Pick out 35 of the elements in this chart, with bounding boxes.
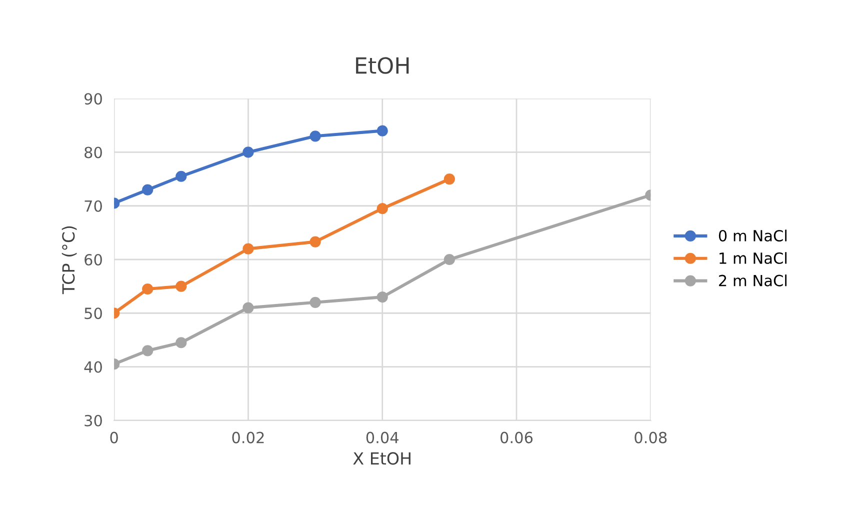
x-tick-label: 0.04 <box>366 432 399 444</box>
point <box>242 243 254 254</box>
point <box>444 174 455 185</box>
legend-label: 1 m NaCl <box>720 252 786 264</box>
y-axis-title: TCP (°C) <box>62 226 77 294</box>
legend-label: 2 m NaCl <box>719 274 786 286</box>
point <box>242 146 254 158</box>
point <box>310 130 321 142</box>
y-tick-label: 80 <box>84 146 102 158</box>
point <box>142 345 154 356</box>
point <box>142 283 154 295</box>
point <box>376 125 388 136</box>
point <box>242 302 254 314</box>
x-tick-label: 0.02 <box>232 432 264 444</box>
point <box>176 337 187 348</box>
x-tick-label: 0 <box>110 432 118 444</box>
y-tick-label: 60 <box>84 254 102 266</box>
x-tick-label: 0.08 <box>634 432 667 444</box>
y-tick-label: 70 <box>84 200 102 212</box>
point <box>376 202 388 214</box>
y-tick-label: 50 <box>84 308 102 320</box>
chart-title: EtOH <box>356 57 409 74</box>
legend-label: 0 m NaCl <box>718 230 786 242</box>
x-axis-title: X EtOH <box>353 452 410 465</box>
y-tick-label: 40 <box>84 361 102 373</box>
point <box>444 254 455 266</box>
x-tick-label: 0.06 <box>500 432 533 444</box>
y-tick-label: 90 <box>84 93 102 105</box>
point <box>310 296 321 308</box>
point <box>176 170 187 182</box>
point <box>142 184 154 196</box>
point <box>310 236 321 248</box>
point <box>176 280 187 292</box>
y-tick-label: 30 <box>84 414 102 426</box>
point <box>376 291 388 303</box>
